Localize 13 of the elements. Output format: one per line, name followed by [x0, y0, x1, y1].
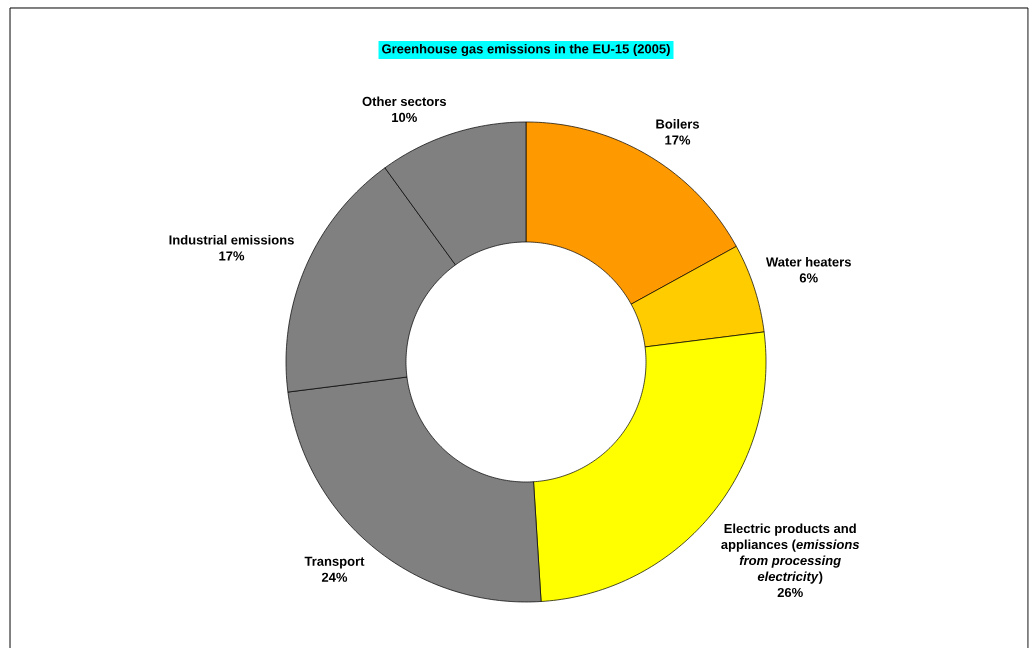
data-label: 10% — [392, 112, 417, 123]
slice-label: Transport — [304, 556, 365, 569]
data-label: 17% — [665, 135, 691, 145]
slice-label: Other sectors — [362, 96, 446, 107]
slice-label: Boilers — [656, 119, 699, 129]
slice-label: Electric products and appliances (emissions from processing electricity) — [721, 523, 860, 584]
data-label: 6% — [799, 273, 818, 283]
slice-label: Water heaters — [765, 256, 851, 267]
data-label: 17% — [219, 251, 245, 261]
chart-title: Greenhouse gas emissions in the EU-15 (2005) — [382, 43, 670, 57]
data-label: 24% — [321, 572, 348, 582]
slice-label: Industrial emissions — [169, 234, 294, 245]
data-label: 26% — [777, 587, 803, 598]
